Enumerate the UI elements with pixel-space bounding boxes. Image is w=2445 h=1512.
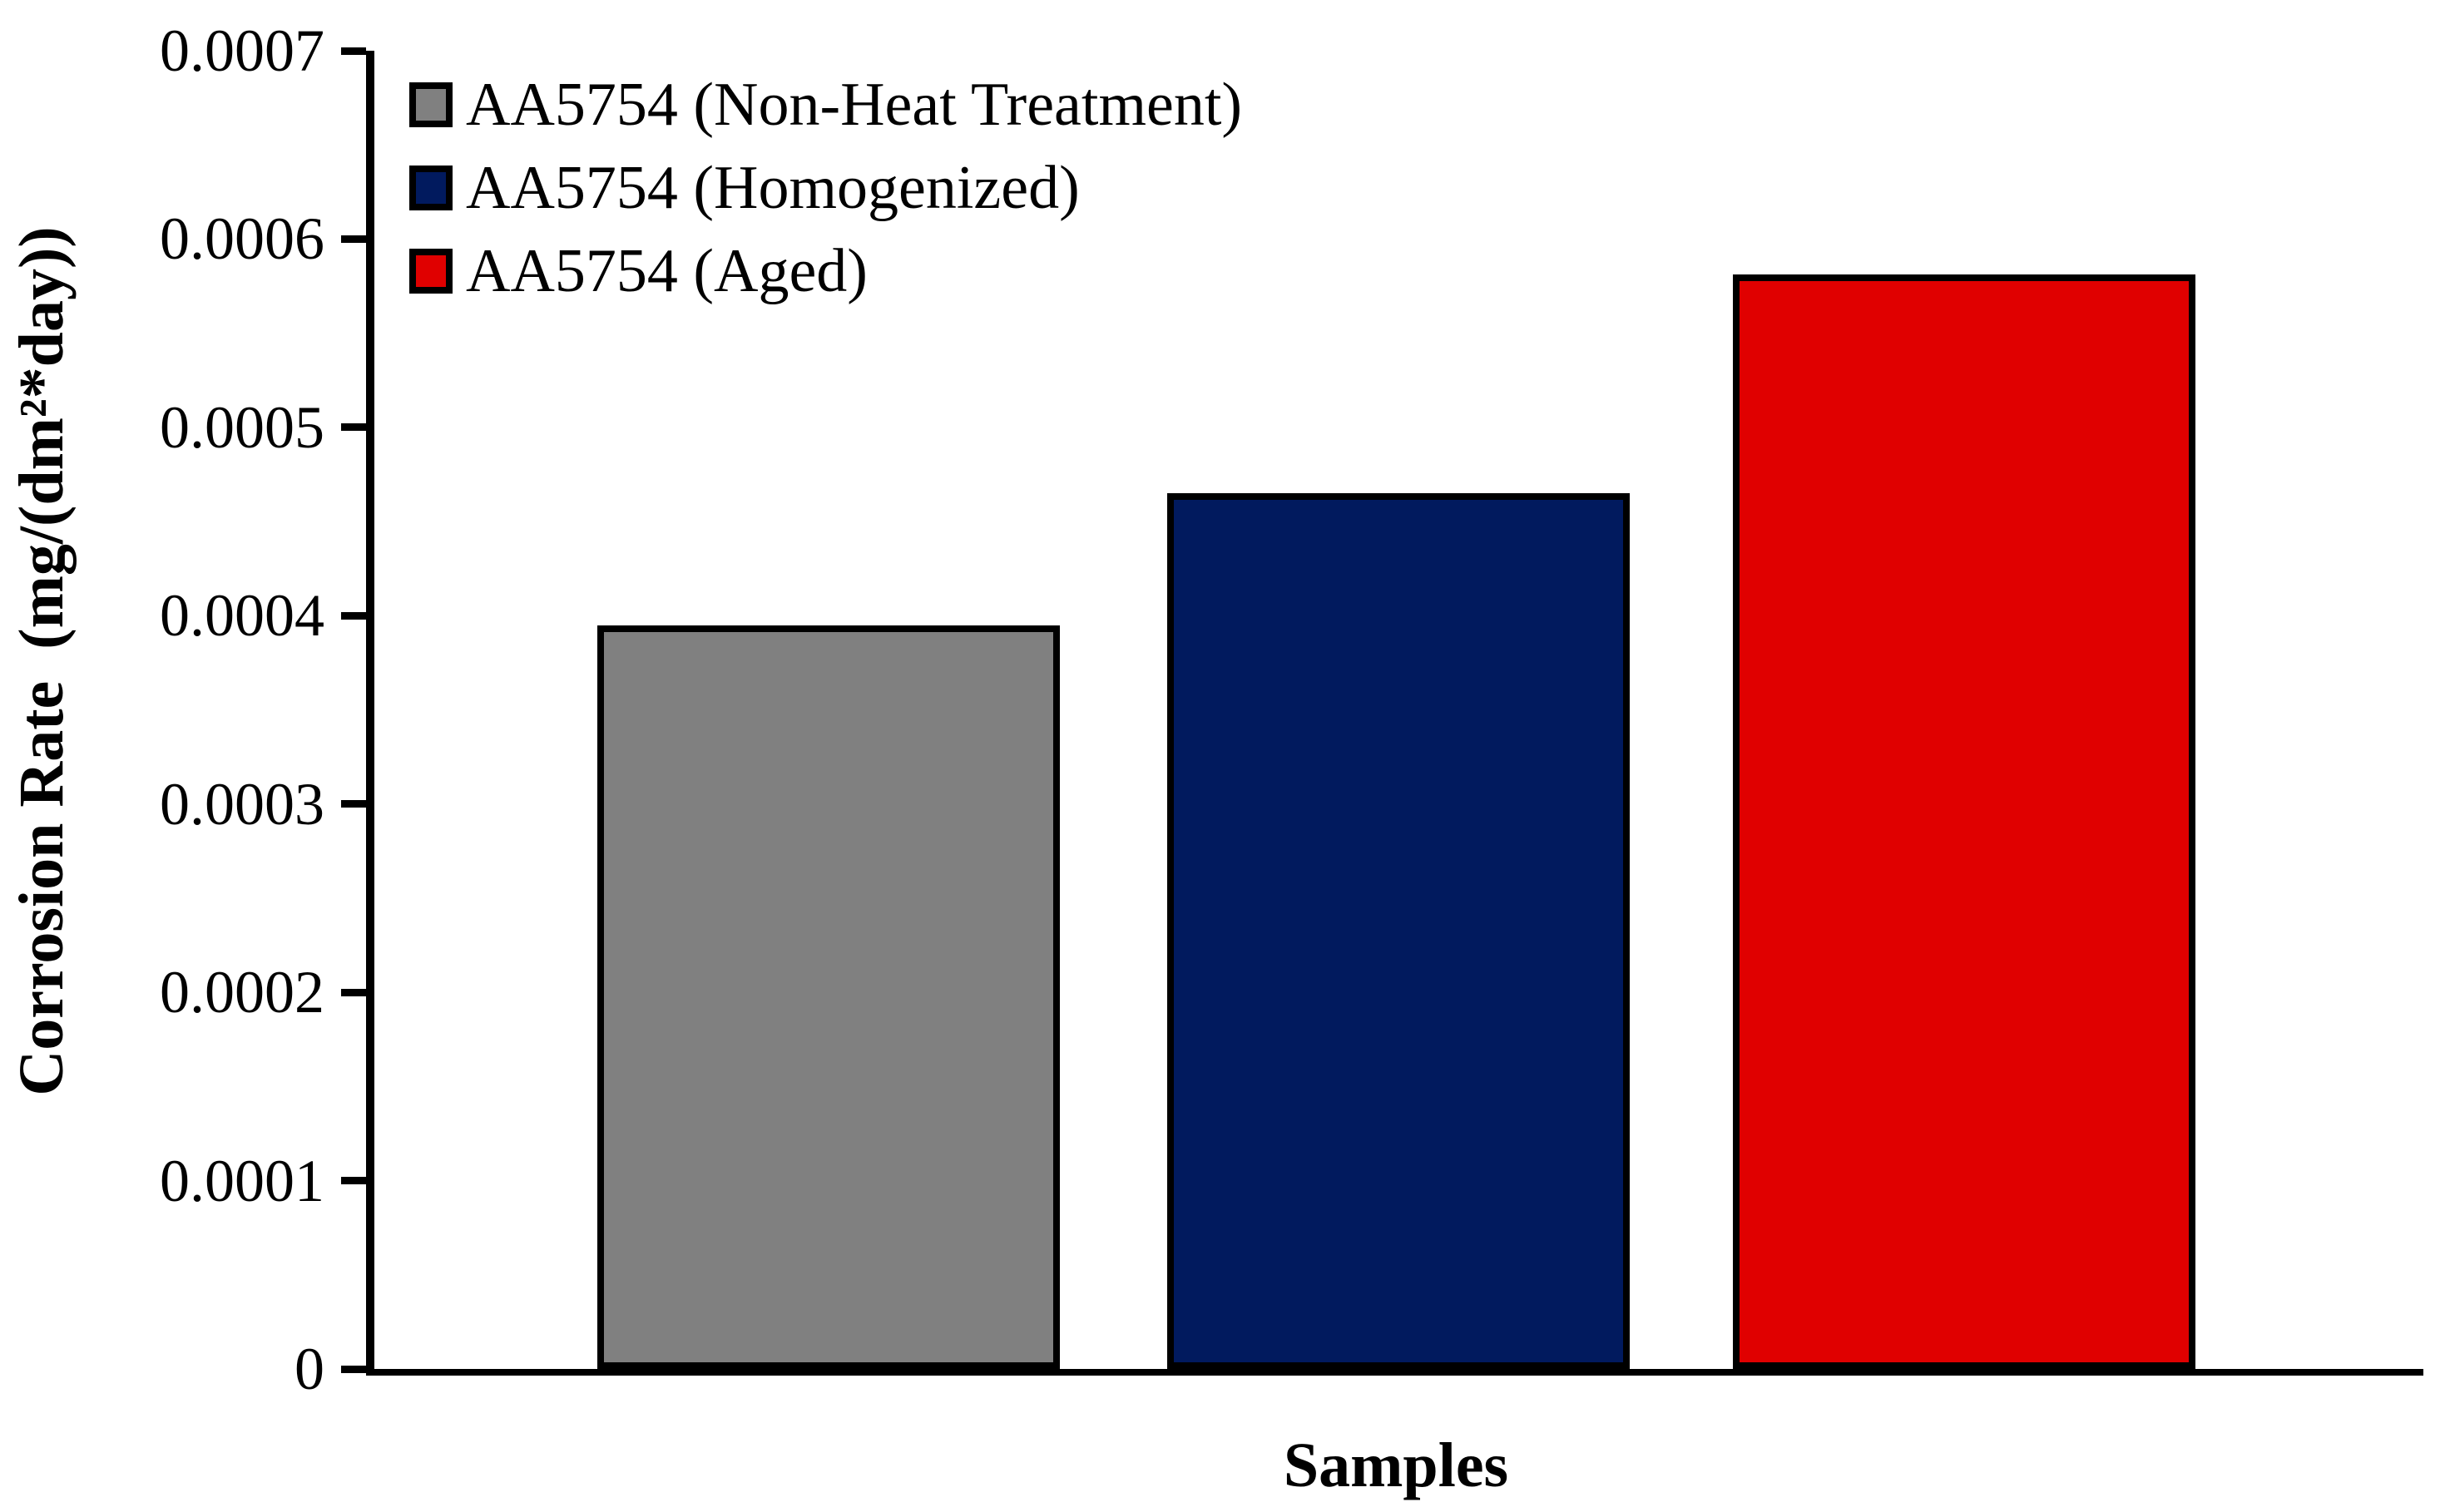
y-axis-tick-label: 0.0005 [160, 393, 324, 461]
y-axis-tick [341, 235, 366, 243]
bar-2 [1733, 274, 2195, 1369]
legend-label: AA5754 (Non-Heat Treatment) [466, 71, 1243, 139]
legend-label: AA5754 (Homogenized) [466, 154, 1080, 222]
y-axis-tick-label: 0.0004 [160, 582, 324, 650]
y-axis-tick [341, 800, 366, 808]
y-axis-tick [341, 988, 366, 996]
legend-item-0: AA5754 (Non-Heat Treatment) [409, 74, 1242, 136]
legend-swatch [409, 249, 453, 294]
legend-item-1: AA5754 (Homogenized) [409, 157, 1242, 219]
y-axis-tick [341, 47, 366, 55]
y-axis-tick [341, 1365, 366, 1373]
y-axis-tick [341, 611, 366, 620]
y-axis-tick-label: 0 [294, 1336, 324, 1402]
y-axis-tick-label: 0.0001 [160, 1147, 324, 1214]
legend-item-2: AA5754 (Aged) [409, 240, 1242, 302]
legend-swatch [409, 82, 453, 127]
x-axis-title: Samples [1283, 1430, 1509, 1500]
y-axis-tick [341, 1177, 366, 1185]
legend-label: AA5754 (Aged) [466, 237, 868, 305]
bar-0 [597, 625, 1060, 1369]
bar-1 [1167, 493, 1630, 1369]
y-axis-tick [341, 423, 366, 432]
plot-area: 0 0.0001 0.0002 0.0003 0.0004 0.0005 0.0006 0.0… [160, 21, 2423, 1399]
y-axis-tick-label: 0.0002 [160, 959, 324, 1026]
legend-swatch [409, 166, 453, 210]
y-axis-tick-label: 0.0006 [160, 205, 324, 273]
legend: AA5754 (Non-Heat Treatment) AA5754 (Homog… [409, 74, 1242, 331]
y-axis-tick-label: 0.0003 [160, 770, 324, 838]
y-axis-tick-label: 0.0007 [160, 17, 324, 84]
